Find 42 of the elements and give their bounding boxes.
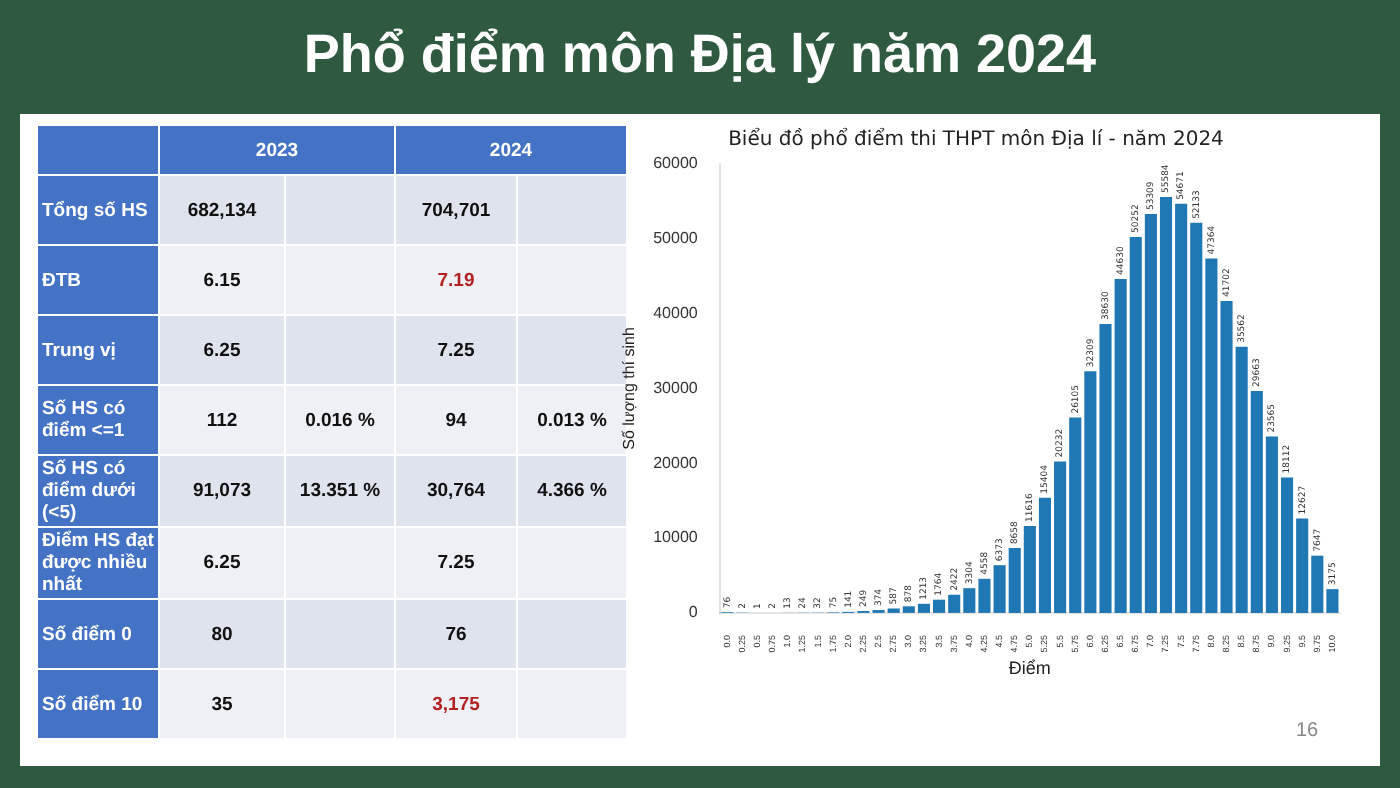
y-tick-label: 20000 (653, 453, 699, 472)
y-tick-label: 0 (688, 603, 699, 622)
category-label: Số điểm 10 (42, 693, 143, 715)
text: 91,073 (192, 480, 252, 502)
category-label: 2023 (160, 126, 394, 174)
category-label: Số điểm 0 (42, 623, 132, 645)
text: 6.15 (203, 269, 241, 291)
text: 94 (445, 409, 467, 431)
category-label: 2024 (396, 126, 626, 174)
text: 76 (445, 623, 467, 645)
text: 6.25 (203, 552, 241, 574)
y-tick-label: 50000 (653, 229, 699, 248)
category-label: Số HS có điểm <=1 (42, 398, 126, 442)
y-tick-label: 60000 (653, 154, 699, 173)
text: 7.25 (437, 552, 475, 574)
chart-title: Biểu đồ phổ điểm thi THPT môn Địa lí - năm 2024 (728, 127, 1224, 152)
y-axis-title: Số lượng thí sinh (620, 327, 639, 450)
text: 0.013 % (537, 409, 607, 431)
category-label: Tổng số HS (42, 199, 148, 221)
text: 4.366 % (537, 480, 607, 502)
text: 6.25 (203, 339, 241, 361)
text: 0.016 % (305, 409, 375, 431)
x-axis-title: Điểm (1008, 658, 1051, 679)
text: 13.351 % (299, 480, 381, 502)
text: 80 (211, 623, 233, 645)
text: 7.25 (437, 339, 475, 361)
y-tick-label: 30000 (653, 378, 699, 397)
text: 112 (206, 409, 238, 431)
text: 16 (1296, 720, 1319, 742)
category-label: ĐTB (42, 269, 82, 291)
y-tick-label: 40000 (653, 304, 699, 323)
category-label: Trung vị (42, 339, 116, 361)
category-label: Điểm HS đạt được nhiều nhất (42, 530, 154, 596)
text: 704,701 (421, 199, 491, 221)
text: 35 (211, 693, 233, 715)
y-tick-label: 10000 (653, 528, 699, 547)
text: 682,134 (187, 199, 257, 221)
text: 7.19 (437, 269, 475, 291)
text: 3,175 (432, 693, 480, 715)
text: 30,764 (426, 480, 486, 502)
text: Phổ điểm môn Địa lý năm 2024 (301, 24, 1099, 86)
category-label: Số HS có điểm dưới (<5) (42, 458, 136, 524)
